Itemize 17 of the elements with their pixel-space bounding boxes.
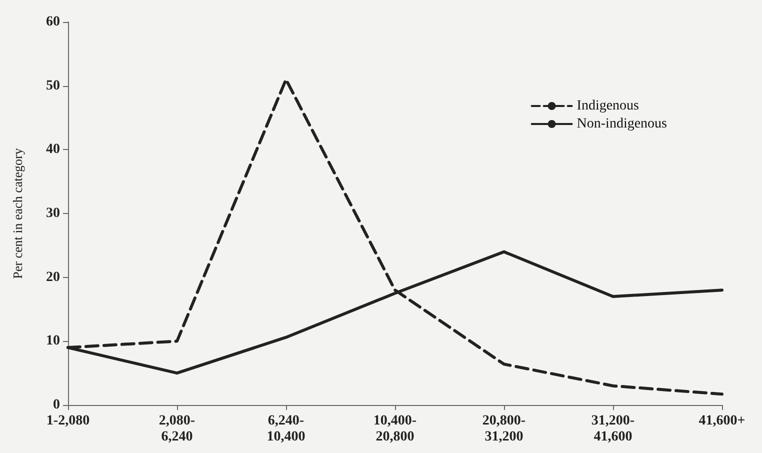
- x-tick-label: 1-2,080: [46, 414, 90, 428]
- x-tick-label: 2,080-6,240: [158, 414, 196, 444]
- y-tick-label: 10: [46, 334, 60, 349]
- x-tick-label: 10,400-20,800: [373, 414, 417, 444]
- legend-label: Indigenous: [576, 98, 640, 114]
- y-tick-label: 40: [46, 142, 60, 158]
- y-axis-title: Per cent in each category: [10, 148, 25, 279]
- x-tick-label: 31,200-41,600: [591, 414, 635, 444]
- legend-label: Non-indigenous: [576, 116, 668, 132]
- y-tick-label: 30: [46, 206, 60, 221]
- y-tick-label: 60: [46, 14, 60, 30]
- x-tick-label: 41,600+: [698, 414, 746, 428]
- y-tick-label: 20: [46, 270, 60, 285]
- y-tick-label: 0: [53, 398, 60, 412]
- x-tick-label: 6,240-10,400: [266, 414, 306, 444]
- y-tick-label: 50: [46, 78, 60, 94]
- x-tick-label: 20,800-31,200: [482, 414, 526, 444]
